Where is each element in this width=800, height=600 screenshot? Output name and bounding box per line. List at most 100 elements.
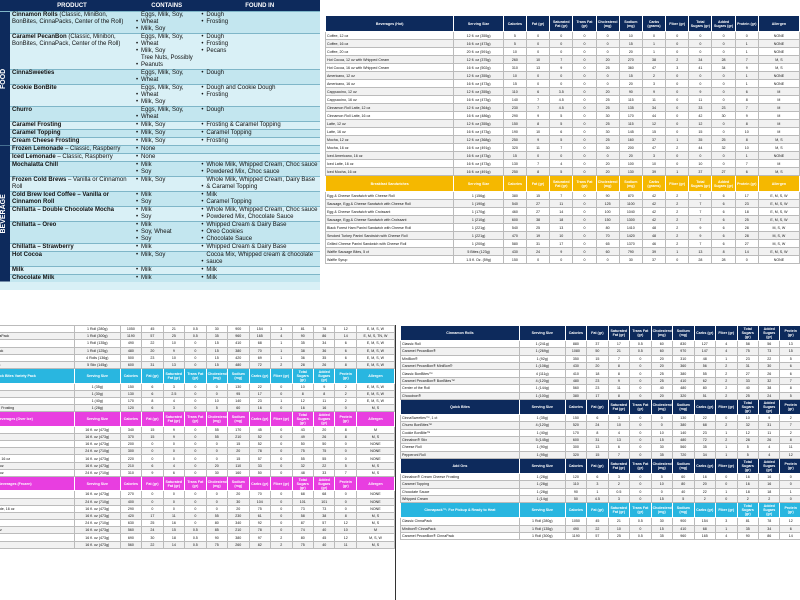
cell: 0 (572, 247, 597, 256)
bullet: • (201, 244, 204, 250)
cell: 15 (618, 39, 643, 48)
cell: 5 Stix (145g) (73, 360, 121, 370)
cell: 7 (607, 450, 631, 460)
cell: 18 (734, 207, 759, 216)
column-header: Cholesterol (mg) (205, 411, 229, 427)
cell: 68 (693, 421, 717, 430)
cell: 15 (205, 353, 229, 362)
cell: 16 (312, 404, 336, 413)
list-item: Milk • (136, 207, 152, 213)
cell: 1 (144g) (518, 384, 566, 393)
cell: 25 (595, 119, 620, 128)
cell: 0 (572, 119, 597, 128)
cell: 11 (688, 95, 713, 104)
cell: 25 (607, 531, 631, 541)
cell: 1 (28g) (518, 472, 566, 482)
column-header: Protein (gr) (779, 458, 800, 474)
cell: 1 (665, 135, 690, 144)
column-header: Fat (gr) (525, 175, 551, 192)
cell: Caramel PecanBon® (400, 347, 520, 356)
cell: 26 (757, 369, 781, 378)
bullet: • (136, 146, 139, 152)
cell: 68 (312, 490, 336, 499)
cell: 16 (291, 404, 314, 413)
cell: 830 (672, 339, 695, 349)
cell: 0 (595, 31, 620, 40)
row: Grilled Cheese Panini Sandwich with Chee… (325, 239, 800, 248)
cell: 0 (688, 71, 713, 80)
cell: 0 (205, 382, 229, 391)
cell: 2 (665, 199, 690, 208)
cell: 430 (502, 247, 527, 256)
column-header: Protein (gr) (334, 411, 357, 427)
product-name: Cookie BonBite (12, 85, 57, 91)
product-detail: – Classic, Raspberry (65, 146, 121, 152)
cell: E, M, S, W (355, 339, 395, 348)
cell: 55 (291, 454, 314, 463)
cell: 1 (586, 487, 609, 497)
cell: 32 (757, 376, 781, 386)
cell: 57 (141, 332, 164, 341)
cell: Frozen Lemonade, 24 oz (0, 497, 75, 506)
cell: 12 (291, 396, 314, 406)
cell: 1 Roll (300g) (73, 332, 121, 341)
bullet: • (136, 267, 139, 273)
found-in-cell (199, 145, 320, 154)
row: Iced Lemonade – Classic, Raspberry None • (0, 153, 320, 162)
row: Cappuccino, 16 oz 16 fl. oz (473g) 140 7 4.5… (325, 95, 800, 104)
section-header: Cinnamon Rolls Serving Size Calories Fat (g… (400, 325, 800, 341)
cell: 18 (586, 369, 609, 378)
cell: 2 (757, 495, 781, 504)
row: Smoked Turkey Panini Sandwich with Chees… (325, 231, 800, 240)
cell: 7 (688, 239, 713, 248)
cell: 0 (711, 31, 736, 40)
cell: 0 (184, 497, 207, 506)
cell: 0 (711, 127, 736, 136)
list-item: Pecans • (201, 48, 227, 54)
cell: 9 (757, 413, 781, 423)
row: Caramel Frosting Milk, Soy • Frosting & Car… (0, 121, 320, 130)
product-cell: Mochalatta Chill (10, 161, 134, 177)
cell: 34 (693, 450, 717, 460)
cell: 75 (248, 504, 272, 513)
cell: 8 (607, 369, 631, 378)
cell: MiniBon® (400, 354, 520, 363)
column-header: Fiber (gr) (665, 15, 690, 32)
cell: 4 (120g) (518, 376, 566, 386)
contains-cell: Milk • Soy • (134, 161, 200, 177)
found-in-cell: Milk • Caramel Topping • (199, 191, 320, 207)
cell: 210 (227, 526, 250, 535)
cell: 0 (162, 454, 186, 463)
cell: 1190 (564, 531, 588, 541)
cell: Waffle Syrup (325, 255, 455, 264)
cell: 0 (270, 382, 293, 391)
column-header: Trans Fat (gr) (184, 411, 207, 427)
bullet: • (201, 162, 204, 168)
row: Coffee, 12 oz 12 fl. oz (355g) 5 0 0 0 0 10 0 0 0 0… (325, 31, 800, 40)
cell: 0 (572, 79, 597, 88)
cell: 4 Rolls (136g) (73, 353, 121, 362)
cell: 7 (549, 55, 574, 64)
row: Iced Mocha, 16 oz 16 fl. oz (491g) 250 8 5 0 2… (325, 167, 800, 176)
cell: 135 (618, 103, 643, 112)
contains-cell: Milk • Soy, Wheat • Soy • (134, 221, 200, 244)
cell: 115 (618, 95, 643, 104)
cell: 4.5 (586, 495, 609, 504)
list-item: Soy, Wheat • (136, 229, 172, 235)
cell: 0 (184, 396, 207, 406)
cell: 0 (595, 255, 620, 264)
cell: Grilled Cheese Panini Sandwich with Chee… (325, 239, 455, 248)
cell: 85 (205, 526, 229, 535)
column-header: Protein (gr) (779, 502, 800, 519)
cell: 270 (618, 55, 643, 64)
cell: 0 (205, 389, 229, 398)
cell: 5 (650, 472, 674, 482)
cell: 9 (525, 135, 551, 144)
cell: 970 (672, 347, 695, 356)
bullet: • (136, 169, 139, 175)
list-item: Cocoa Mix, Whipped cream & chocolate sau… (201, 252, 314, 265)
cell: 0 (141, 504, 164, 513)
cell: 17 (734, 191, 759, 200)
cell: 1 (779, 487, 800, 497)
